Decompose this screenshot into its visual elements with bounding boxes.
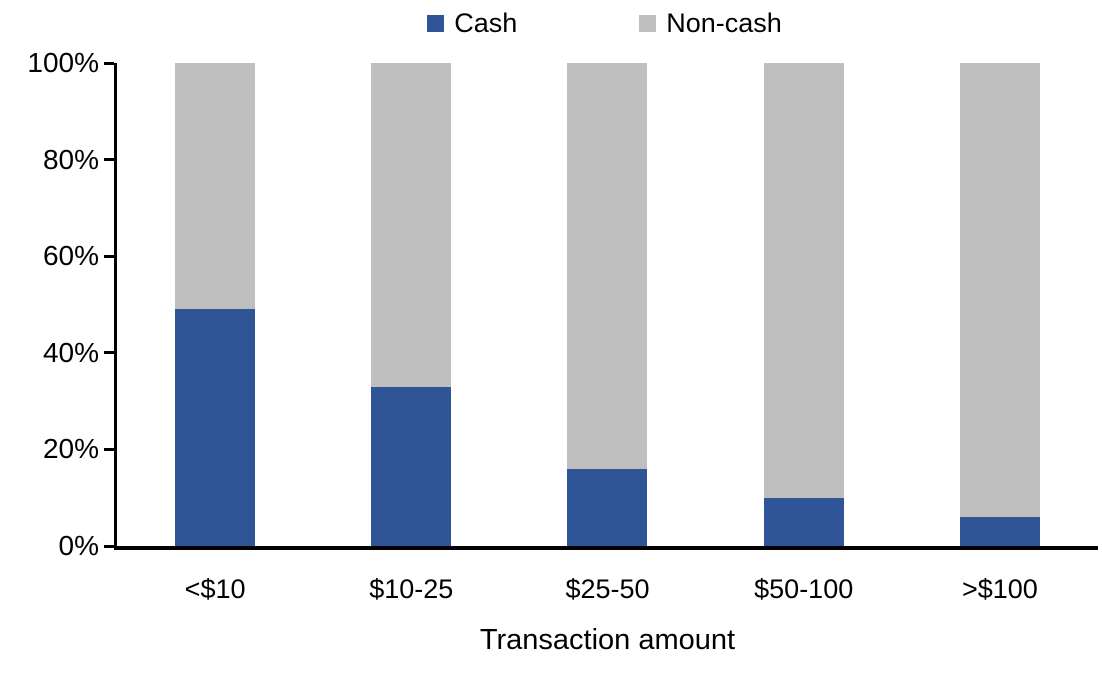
bar-slot-5	[902, 63, 1098, 546]
stacked-bar	[959, 63, 1040, 546]
y-axis-tick	[104, 544, 114, 548]
y-axis-tick	[104, 61, 114, 65]
bar-segment-cash	[763, 497, 844, 546]
y-axis-tick	[104, 254, 114, 258]
bar-segment-cash	[371, 386, 452, 546]
y-axis-tick-label: 40%	[42, 336, 99, 368]
stacked-bar	[763, 63, 844, 546]
bar-segment-cash	[959, 517, 1040, 546]
y-axis-tick-label: 0%	[58, 530, 99, 561]
legend-item-noncash: Non-cash	[639, 10, 782, 37]
legend-item-cash: Cash	[427, 10, 517, 37]
bar-segment-noncash	[959, 63, 1040, 518]
bar-slot-1	[117, 63, 313, 546]
x-axis-category-label: >$100	[961, 574, 1038, 604]
stacked-bar	[175, 63, 256, 546]
x-axis-category-label: $10-25	[369, 574, 454, 604]
y-axis-tick-label: 100%	[27, 47, 99, 78]
legend-label-cash: Cash	[454, 8, 518, 38]
bar-segment-noncash	[175, 63, 256, 310]
y-axis-tick-label: 20%	[42, 433, 99, 465]
y-axis-tick	[104, 351, 114, 355]
legend-label-noncash: Non-cash	[666, 8, 782, 38]
legend-swatch-cash	[427, 15, 445, 32]
y-axis-tick-label: 60%	[42, 240, 99, 272]
x-axis-title: Transaction amount	[479, 624, 736, 656]
stacked-bar	[371, 63, 452, 546]
bar-slot-4	[706, 63, 902, 546]
y-axis-tick	[104, 158, 114, 162]
bar-slot-3	[509, 63, 705, 546]
bar-segment-cash	[567, 468, 648, 546]
bar-segment-noncash	[371, 63, 452, 387]
x-axis-category-label: $50-100	[754, 574, 854, 604]
bar-slot-2	[313, 63, 509, 546]
stacked-bar	[567, 63, 648, 546]
legend-swatch-noncash	[639, 15, 657, 32]
plot-area: Transaction amount 0% 20% 40% 60% 80% 100% <$1…	[27, 49, 1098, 655]
legend: Cash Non-cash	[114, 10, 1095, 37]
bar-segment-noncash	[567, 63, 648, 469]
y-axis-tick-label: 80%	[42, 143, 99, 175]
y-axis-tick	[104, 447, 114, 451]
x-axis-category-label: $25-50	[565, 574, 650, 604]
x-axis-category-label: <$10	[184, 574, 246, 604]
bar-segment-noncash	[763, 63, 844, 498]
bar-segment-cash	[175, 309, 256, 546]
